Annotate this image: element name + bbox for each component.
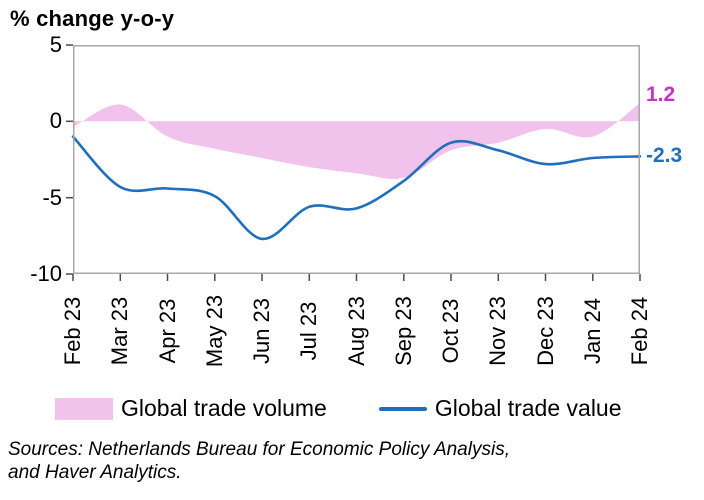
value-end-label: -2.3 xyxy=(646,144,683,168)
x-tick-label: Oct 23 xyxy=(438,298,463,364)
x-tick-label: Dec 23 xyxy=(532,296,558,366)
chart-title: % change y-o-y xyxy=(10,6,175,31)
x-tick-label: Jan 24 xyxy=(579,297,605,365)
x-tick-label: Jul 23 xyxy=(296,301,322,361)
value-legend-label: Global trade value xyxy=(434,395,622,421)
y-tick-label: 0 xyxy=(49,108,62,134)
legend: Global trade volume Global trade value xyxy=(55,395,695,422)
x-tick-label: Feb 23 xyxy=(60,296,85,366)
x-tick-label: Sep 23 xyxy=(390,296,416,366)
value-line-series xyxy=(71,135,642,241)
source-line-1: Sources: Netherlands Bureau for Economic… xyxy=(8,439,510,460)
y-tick-label: -5 xyxy=(42,184,62,210)
x-tick-label: Aug 23 xyxy=(343,296,369,366)
plot-border xyxy=(73,45,640,274)
x-tick-label: Jun 23 xyxy=(249,297,274,365)
x-tick-label: Mar 23 xyxy=(107,296,133,366)
x-tick-label: Nov 23 xyxy=(485,296,511,366)
volume-legend-label: Global trade volume xyxy=(121,395,327,421)
y-tick-label: -10 xyxy=(30,261,62,286)
chart-canvas xyxy=(66,44,642,281)
x-tick-label: Apr 23 xyxy=(154,298,180,364)
y-tick-label: 5 xyxy=(49,32,62,57)
x-tick-label: May 23 xyxy=(201,294,227,368)
volume-area-series xyxy=(73,103,640,179)
source-note: Sources: Netherlands Bureau for Economic… xyxy=(8,438,510,485)
volume-swatch-icon xyxy=(55,397,113,420)
x-tick-label: Feb 24 xyxy=(627,296,652,366)
volume-end-label: 1.2 xyxy=(646,83,676,106)
value-swatch-icon xyxy=(378,406,427,411)
source-line-2: and Haver Analytics. xyxy=(8,462,182,484)
